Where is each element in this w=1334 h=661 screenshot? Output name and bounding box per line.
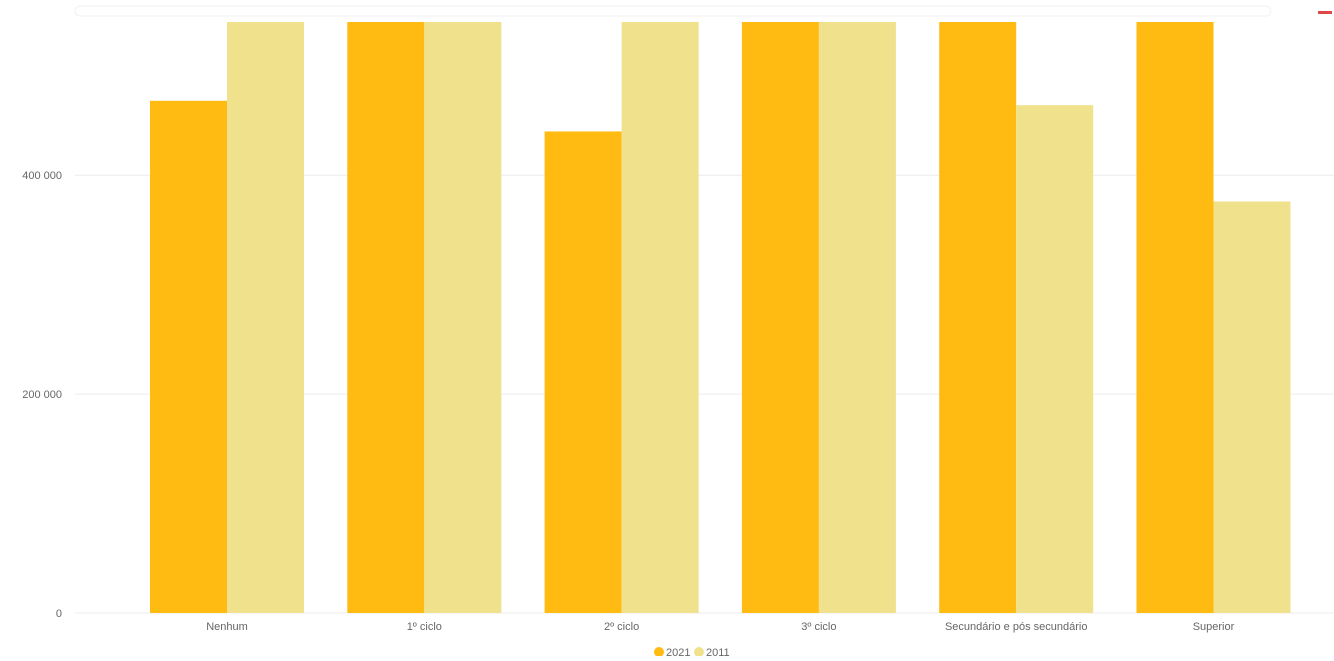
bar-2021-0[interactable]	[150, 100, 227, 614]
bar-2021-1[interactable]	[347, 22, 425, 613]
bar-2021-5[interactable]	[1136, 22, 1214, 613]
y-tick-label: 0	[56, 608, 62, 620]
legend-swatch-2021[interactable]	[654, 647, 664, 657]
legend[interactable]: 2021 2011	[654, 647, 730, 659]
legend-swatch-2011[interactable]	[694, 647, 704, 657]
bar-2021-3[interactable]	[741, 22, 819, 613]
x-axis-labels: Nenhum 1º ciclo 2º ciclo 3º ciclo Secundário…	[206, 621, 1234, 633]
x-category-label: 2º ciclo	[604, 621, 639, 633]
x-category-label: Superior	[1193, 621, 1235, 633]
bar-2011-1[interactable]	[424, 22, 502, 613]
legend-label-2011[interactable]: 2011	[706, 647, 730, 659]
bar-2011-4[interactable]	[1016, 105, 1094, 613]
legend-label-2021[interactable]: 2021	[666, 647, 690, 659]
bar-2011-0[interactable]	[227, 22, 304, 613]
y-axis-ticks: 0 200 000 400 000	[22, 170, 62, 620]
corner-mark	[1318, 11, 1332, 14]
x-category-label: Secundário e pós secundário	[945, 621, 1087, 633]
bar-2021-4[interactable]	[939, 22, 1017, 613]
bars	[150, 22, 1291, 614]
y-tick-label: 200 000	[22, 389, 62, 401]
bar-2021-2[interactable]	[544, 131, 622, 613]
chart-frame-edge	[74, 5, 1272, 17]
bar-2011-5[interactable]	[1213, 201, 1291, 613]
bar-2011-2[interactable]	[621, 22, 699, 613]
y-tick-label: 400 000	[22, 170, 62, 182]
x-category-label: Nenhum	[206, 621, 248, 633]
x-category-label: 1º ciclo	[407, 621, 442, 633]
bar-2011-3[interactable]	[818, 22, 896, 613]
x-category-label: 3º ciclo	[801, 621, 836, 633]
